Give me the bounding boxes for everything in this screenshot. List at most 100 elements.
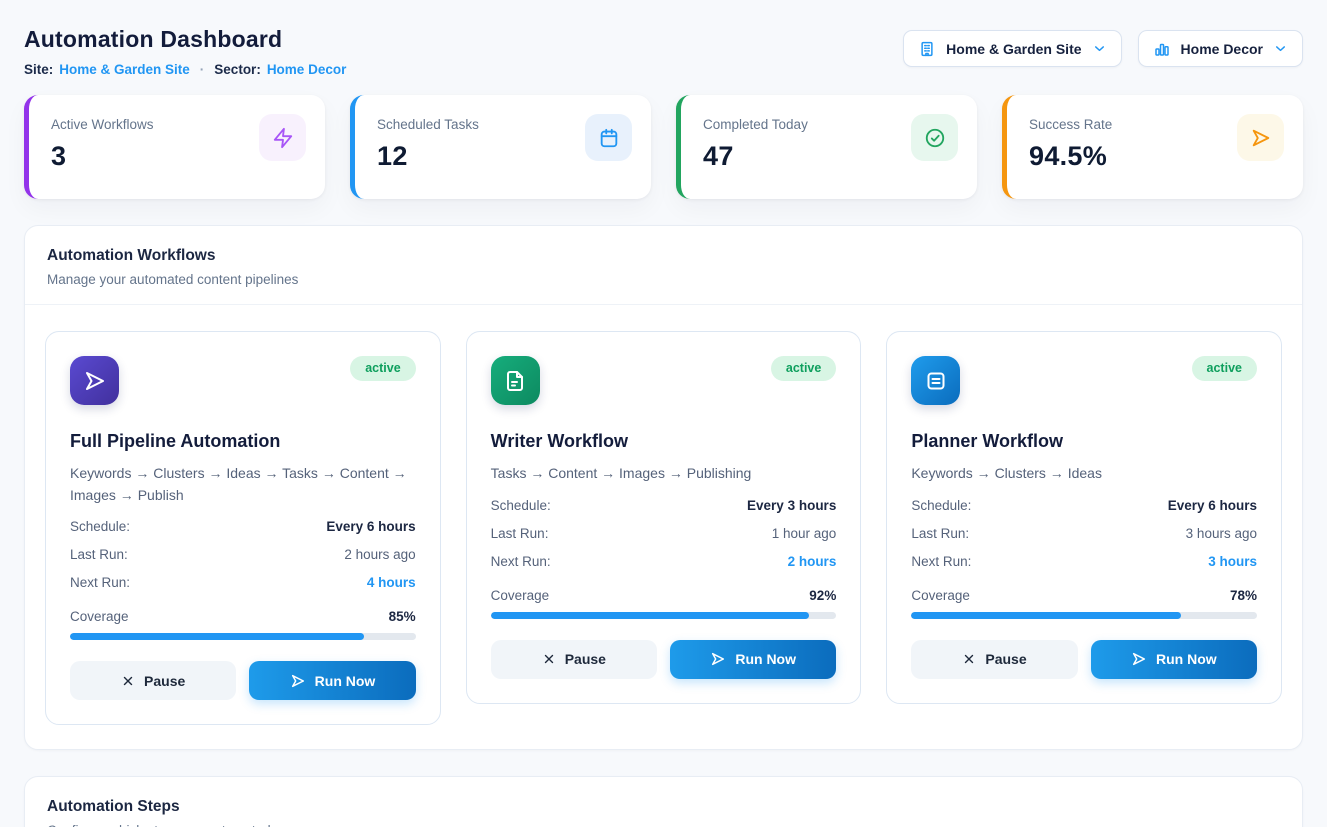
bar-chart-icon [1153,40,1171,58]
schedule-label: Schedule: [911,497,972,513]
workflow-title: Full Pipeline Automation [70,431,281,451]
stat-card-success-rate: Success Rate 94.5% [1002,95,1303,199]
coverage-value: 85% [388,609,416,625]
sector-selector-label: Home Decor [1180,40,1263,57]
site-link[interactable]: Home & Garden Site [59,62,190,77]
coverage-row: Coverage 92% [491,588,837,603]
stat-value: 94.5% [1029,141,1108,171]
sector-label: Sector: [214,62,261,77]
schedule-value: Every 6 hours [326,519,416,535]
next-run-value: 2 hours [787,553,837,569]
section-title: Automation Workflows [47,247,216,264]
x-icon [121,674,135,688]
coverage-value: 92% [809,587,837,603]
stats-row: Active Workflows 3 Scheduled Tasks 12 Co… [24,95,1303,199]
last-run-label: Last Run: [911,525,970,541]
section-subtitle: Manage your automated content pipelines [47,272,299,287]
coverage-label: Coverage [911,587,970,603]
schedule-label: Schedule: [70,519,131,535]
send-icon [290,673,306,689]
list-icon [911,356,961,405]
coverage-progress [911,611,1257,619]
workflow-card-writer: active Writer Workflow Tasks → Content →… [465,331,862,704]
next-run-label: Next Run: [490,553,551,569]
pause-button-label: Pause [564,651,606,668]
site-selector-dropdown[interactable]: Home & Garden Site [903,30,1122,67]
workflows-section-header: Automation Workflows Manage your automat… [25,226,1302,304]
chevron-down-icon [1092,41,1107,56]
last-run-value: 1 hour ago [771,525,837,541]
section-title: Automation Steps [47,798,180,816]
workflow-card-planner: active Planner Workflow Keywords → Clust… [886,331,1282,704]
run-now-button-label: Run Now [1155,651,1217,668]
schedule-row: Schedule: Every 6 hours [70,519,416,534]
coverage-label: Coverage [490,587,550,603]
site-label: Site: [24,62,54,77]
pause-button[interactable]: Pause [490,639,657,679]
coverage-row: Coverage 85% [70,609,416,624]
workflow-actions: Pause Run Now [911,639,1257,679]
stat-label: Active Workflows [51,117,154,132]
run-now-button[interactable]: Run Now [1090,639,1257,679]
stat-label: Completed Today [703,117,808,132]
next-run-label: Next Run: [70,575,131,591]
schedule-row: Schedule: Every 6 hours [911,498,1257,513]
status-badge: active [770,356,837,381]
run-now-button[interactable]: Run Now [249,661,416,701]
sector-selector-dropdown[interactable]: Home Decor [1137,30,1303,67]
last-run-value: 3 hours ago [1185,525,1257,541]
lightning-icon [259,114,306,161]
send-icon [710,651,726,667]
workflow-card-top: active [490,356,837,405]
steps-section-header: Automation Steps Configure which steps a… [25,777,1302,827]
x-icon [542,652,556,666]
pause-button[interactable]: Pause [911,639,1078,679]
coverage-progress-fill [911,611,1181,619]
coverage-progress [70,633,416,641]
stat-card-completed-today: Completed Today 47 [676,95,977,199]
workflow-actions: Pause Run Now [490,639,837,679]
stat-value: 47 [703,141,734,171]
workflow-cards: active Full Pipeline Automation Keywords… [25,304,1302,749]
coverage-progress-fill [70,633,364,641]
coverage-row: Coverage 78% [911,588,1257,603]
stat-label: Success Rate [1029,117,1113,132]
steps-section: Automation Steps Configure which steps a… [24,776,1303,827]
pause-button-label: Pause [144,672,186,689]
coverage-label: Coverage [70,609,129,625]
next-run-value: 3 hours [1208,553,1257,569]
last-run-label: Last Run: [70,547,128,563]
breadcrumb: Site: Home & Garden Site · Sector: Home … [24,62,346,77]
last-run-row: Last Run: 2 hours ago [70,547,416,562]
next-run-row: Next Run: 4 hours [70,575,416,590]
last-run-label: Last Run: [490,525,549,541]
workflow-title: Planner Workflow [911,431,1064,451]
header-dropdowns: Home & Garden Site Home Decor [903,30,1303,67]
pause-button[interactable]: Pause [70,661,237,701]
title-block: Automation Dashboard Site: Home & Garden… [24,24,346,77]
section-subtitle: Configure which steps are automated [47,823,1280,827]
file-icon [490,356,540,405]
chevron-down-icon [1273,41,1288,56]
stat-value: 12 [377,141,408,171]
next-run-label: Next Run: [911,553,972,569]
coverage-value: 78% [1229,587,1257,603]
send-icon [1237,114,1284,161]
sector-link[interactable]: Home Decor [266,62,347,77]
separator-dot: · [199,62,205,77]
run-now-button-label: Run Now [314,672,376,689]
run-now-button-label: Run Now [735,651,796,668]
workflows-section: Automation Workflows Manage your automat… [24,225,1303,751]
send-icon [1131,651,1147,667]
stat-label: Scheduled Tasks [377,117,479,132]
stat-card-active-workflows: Active Workflows 3 [24,95,325,199]
site-selector-label: Home & Garden Site [946,40,1082,57]
workflow-card-top: active [911,356,1257,405]
coverage-progress-fill [490,611,809,619]
workflow-pipeline: Keywords → Clusters → Ideas → Tasks → Co… [70,465,407,503]
run-now-button[interactable]: Run Now [670,639,837,679]
page-title: Automation Dashboard [24,26,283,52]
workflow-pipeline: Tasks → Content → Images → Publishing [490,465,752,481]
schedule-value: Every 3 hours [747,497,837,513]
